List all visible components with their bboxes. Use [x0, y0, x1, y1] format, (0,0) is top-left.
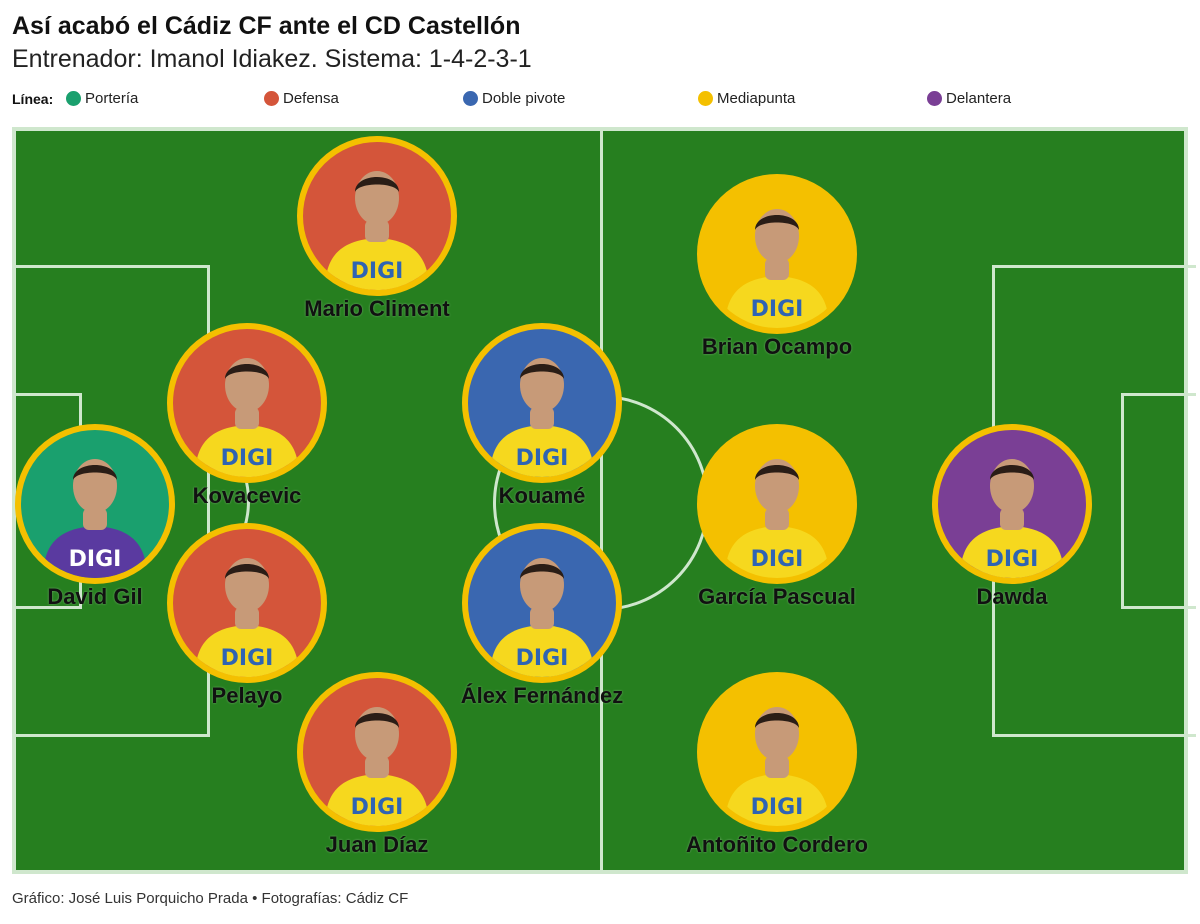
player-card: DIGI Mario Climent: [297, 136, 457, 321]
sponsor-text: DIGI: [751, 547, 804, 572]
player-silhouette: DIGI: [725, 459, 829, 578]
legend-item-delantera: Delantera: [927, 90, 1011, 107]
player-silhouette: DIGI: [490, 358, 594, 477]
player-card: DIGI Brian Ocampo: [697, 174, 857, 359]
player-name: David Gil: [47, 584, 143, 609]
player-card: DIGI Kouamé: [462, 323, 622, 508]
legend: Línea: Portería Defensa Doble pivote Med…: [12, 90, 1192, 110]
player-card: DIGI Antoñito Cordero: [686, 672, 868, 857]
right-goal-area: [1121, 393, 1196, 609]
player-photo: DIGI: [697, 424, 857, 584]
legend-dot-icon: [698, 91, 713, 106]
player-name: García Pascual: [698, 584, 856, 609]
player-silhouette: DIGI: [490, 558, 594, 677]
player-silhouette: DIGI: [325, 171, 429, 290]
player-silhouette: DIGI: [195, 358, 299, 477]
legend-item-label: Delantera: [946, 90, 1012, 107]
player-photo: DIGI: [297, 672, 457, 832]
sponsor-text: DIGI: [516, 646, 569, 671]
credit-line: Gráfico: José Luis Porquicho Prada • Fot…: [12, 890, 409, 907]
player-card: DIGI Dawda: [932, 424, 1092, 609]
sponsor-text: DIGI: [516, 446, 569, 471]
player-silhouette: DIGI: [960, 459, 1064, 578]
player-photo: DIGI: [167, 523, 327, 683]
player-photo: DIGI: [697, 174, 857, 334]
sponsor-text: DIGI: [351, 259, 404, 284]
player-silhouette: DIGI: [43, 459, 147, 578]
sponsor-text: DIGI: [351, 795, 404, 820]
player-card: DIGI Álex Fernández: [461, 523, 623, 708]
player-silhouette: DIGI: [195, 558, 299, 677]
sponsor-text: DIGI: [69, 547, 122, 572]
sponsor-text: DIGI: [221, 446, 274, 471]
player-photo: DIGI: [932, 424, 1092, 584]
legend-item-doble-pivote: Doble pivote: [463, 90, 565, 107]
legend-item-label: Defensa: [283, 90, 339, 107]
player-name: Antoñito Cordero: [685, 832, 869, 857]
legend-dot-icon: [927, 91, 942, 106]
player-silhouette: DIGI: [725, 707, 829, 826]
legend-item-mediapunta: Mediapunta: [698, 90, 795, 107]
player-photo: DIGI: [167, 323, 327, 483]
legend-item-label: Portería: [85, 90, 139, 107]
player-name: Kouamé: [498, 483, 586, 508]
player-card: DIGI Pelayo: [167, 523, 327, 708]
player-photo: DIGI: [697, 672, 857, 832]
player-silhouette: DIGI: [725, 209, 829, 328]
page-title: Así acabó el Cádiz CF ante el CD Castell…: [12, 12, 521, 40]
legend-item-porteria: Portería: [66, 90, 138, 107]
player-card: DIGI Juan Díaz: [297, 672, 457, 857]
legend-item-label: Doble pivote: [482, 90, 566, 107]
player-name: Juan Díaz: [325, 832, 429, 857]
sponsor-text: DIGI: [751, 297, 804, 322]
player-photo: DIGI: [462, 323, 622, 483]
sponsor-text: DIGI: [221, 646, 274, 671]
player-card: DIGI David Gil: [15, 424, 175, 609]
legend-item-label: Mediapunta: [717, 90, 796, 107]
player-name: Brian Ocampo: [701, 334, 853, 359]
legend-label: Línea:: [12, 91, 54, 107]
player-photo: DIGI: [15, 424, 175, 584]
legend-dot-icon: [264, 91, 279, 106]
legend-item-defensa: Defensa: [264, 90, 339, 107]
player-photo: DIGI: [462, 523, 622, 683]
player-name: Pelayo: [211, 683, 283, 708]
player-card: DIGI García Pascual: [697, 424, 857, 609]
player-name: Kovacevic: [192, 483, 302, 508]
player-silhouette: DIGI: [325, 707, 429, 826]
sponsor-text: DIGI: [986, 547, 1039, 572]
player-card: DIGI Kovacevic: [167, 323, 327, 508]
sponsor-text: DIGI: [751, 795, 804, 820]
player-name: Dawda: [976, 584, 1048, 609]
page-subtitle: Entrenador: Imanol Idiakez. Sistema: 1-4…: [12, 45, 532, 73]
player-photo: DIGI: [297, 136, 457, 296]
player-name: Mario Climent: [304, 296, 450, 321]
player-name: Álex Fernández: [460, 683, 624, 708]
legend-dot-icon: [463, 91, 478, 106]
legend-dot-icon: [66, 91, 81, 106]
